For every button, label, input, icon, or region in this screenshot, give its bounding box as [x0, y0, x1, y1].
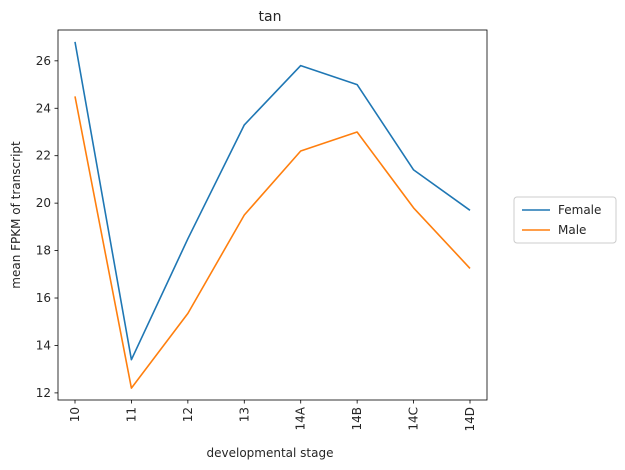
chart-title: tan: [259, 9, 282, 25]
y-tick-label: 18: [36, 244, 51, 258]
x-tick-label: 14A: [294, 406, 308, 430]
legend-box: [513, 196, 617, 244]
legend: Female Male: [513, 196, 617, 244]
x-tick-label: 14B: [350, 407, 364, 431]
y-tick-label: 12: [36, 386, 51, 400]
plot-frame: [57, 29, 488, 401]
x-tick-label: 13: [237, 407, 251, 422]
series-line-female: [74, 41, 471, 361]
y-axis-label: mean FPKM of transcript: [9, 141, 23, 289]
y-tick-label: 22: [36, 149, 51, 163]
series-line-male: [74, 96, 471, 389]
y-tick-label: 26: [36, 54, 51, 68]
x-tick-label: 14D: [463, 407, 477, 432]
x-tick-label: 14C: [407, 407, 421, 431]
x-axis-label: developmental stage: [207, 446, 334, 460]
x-tick-label: 12: [181, 407, 195, 422]
x-tick-label: 10: [68, 407, 82, 422]
y-tick-label: 24: [36, 101, 51, 115]
legend-label: Male: [558, 223, 586, 237]
x-tick-label: 11: [124, 407, 138, 422]
legend-label: Female: [558, 203, 601, 217]
y-tick-label: 20: [36, 196, 51, 210]
y-tick-label: 14: [36, 338, 51, 352]
y-tick-label: 16: [36, 291, 51, 305]
